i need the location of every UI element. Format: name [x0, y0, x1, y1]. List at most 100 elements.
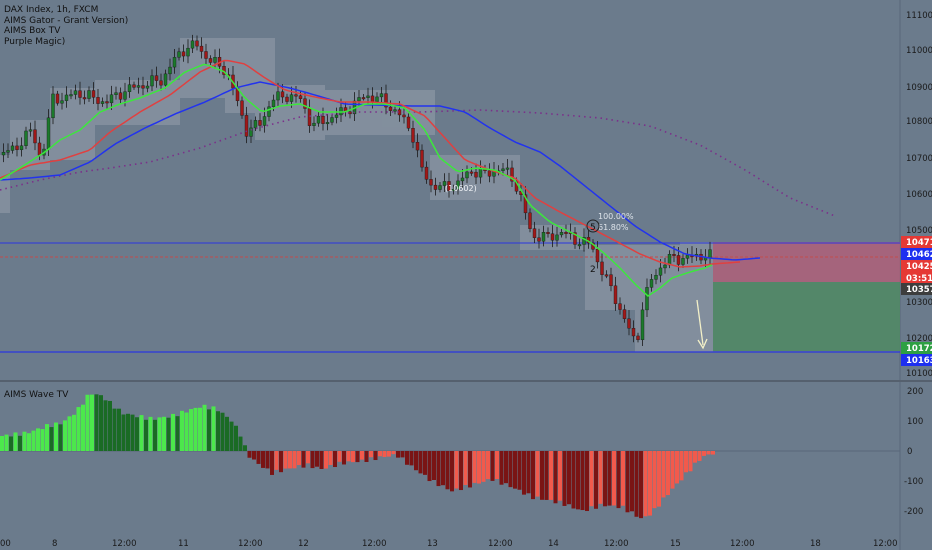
wave-5-circle [586, 219, 600, 233]
candle-body [442, 181, 447, 186]
candle-body [6, 150, 10, 153]
oscillator-bar [279, 451, 283, 473]
oscillator-bar [643, 451, 648, 517]
candle-body [208, 58, 213, 63]
candle-body [618, 303, 622, 310]
candle-body [276, 91, 280, 101]
oscillator-bar [585, 451, 589, 512]
osc-tick: 0 [907, 447, 912, 457]
candle-body [55, 93, 60, 104]
wave-2-label: 2 [590, 265, 596, 275]
study-box-label[interactable]: AIMS Box TV [4, 26, 61, 36]
candle-body [379, 93, 384, 98]
candle-body [163, 73, 168, 86]
osc-tick: 100 [907, 417, 923, 427]
candle-body [681, 258, 685, 265]
oscillator-bar [333, 451, 337, 468]
price-tick: 10700 [906, 154, 932, 164]
oscillator-bar [661, 451, 666, 498]
candle-body [24, 130, 28, 146]
projection-arrow[interactable] [696, 299, 708, 350]
candle-body [213, 57, 217, 63]
oscillator-title[interactable]: AIMS Wave TV [4, 390, 69, 400]
candle-body [654, 275, 658, 280]
oscillator-bar [477, 451, 481, 484]
candle-body [51, 93, 55, 119]
candle-body [199, 45, 204, 52]
oscillator-bar [405, 451, 409, 465]
study-purple-label[interactable]: Purple Magic) [4, 36, 66, 47]
oscillator-bar [18, 435, 22, 451]
oscillator-bar [243, 445, 247, 451]
oscillator-bar [697, 451, 702, 461]
oscillator-bar [436, 451, 441, 487]
candle-body [357, 97, 361, 102]
candle-body [298, 95, 303, 99]
candle-body [46, 117, 51, 150]
candle-body [105, 101, 109, 104]
oscillator-bar [544, 451, 549, 500]
price-tick: 10600 [906, 190, 932, 200]
candle-body [15, 145, 19, 150]
candle-body [361, 97, 366, 100]
candle-body [388, 106, 393, 111]
time-tick: 12 [298, 539, 309, 549]
candle-body [469, 171, 474, 174]
price-tick: 10200 [906, 334, 932, 344]
candle-body [415, 142, 420, 151]
oscillator-bar [175, 416, 180, 451]
price-tick: 10500 [906, 226, 932, 236]
oscillator-bar [27, 433, 31, 451]
symbol-title[interactable]: DAX Index, 1h, FXCM [4, 5, 99, 15]
candle-body [258, 120, 262, 126]
candle-body [330, 117, 334, 123]
candle-body [159, 80, 163, 86]
candle-body [280, 91, 285, 98]
oscillator-bar [648, 451, 652, 516]
candle-body [532, 228, 537, 238]
aims-box [0, 155, 10, 213]
oscillator-bar [22, 431, 27, 451]
oscillator-bar [450, 451, 454, 492]
oscillator-bar [432, 451, 436, 481]
candle-body [609, 274, 613, 287]
oscillator-bar [508, 451, 513, 488]
candle-body [100, 101, 105, 104]
candle-body [555, 234, 559, 241]
chart-legend: DAX Index, 1h, FXCM AIMS Gator - Grant V… [4, 5, 128, 47]
oscillator-bar [571, 451, 576, 509]
oscillator-bar [549, 451, 553, 500]
oscillator-bar [454, 451, 459, 489]
take-profit-zone [713, 282, 900, 351]
oscillator-bar [36, 428, 40, 451]
study-gator-label[interactable]: AIMS Gator - Grant Version) [4, 15, 129, 26]
time-tick: 14 [548, 539, 559, 549]
oscillator-bar [400, 451, 405, 458]
candle-body [285, 96, 289, 102]
candle-body [294, 94, 298, 97]
oscillator-bar [531, 451, 535, 500]
oscillator-bar [135, 417, 139, 451]
oscillator-bar [126, 413, 130, 451]
oscillator-bar [616, 451, 621, 509]
oscillator-bar [324, 451, 328, 469]
candle-body [546, 232, 550, 234]
oscillator-bar [139, 415, 144, 451]
candle-body [708, 249, 712, 259]
oscillator-bar [40, 429, 45, 451]
osc-tick: -200 [904, 507, 923, 517]
oscillator-bar [418, 451, 423, 474]
oscillator-bar [463, 451, 468, 485]
candle-body [420, 149, 424, 168]
oscillator-bar [301, 451, 306, 468]
oscillator-bar [202, 404, 207, 451]
oscillator-histogram [0, 394, 715, 519]
oscillator-bar [112, 408, 117, 451]
candle-body [339, 107, 343, 116]
oscillator-bar [45, 424, 49, 451]
oscillator-bar [576, 451, 580, 510]
oscillator-bar [486, 451, 490, 480]
candle-body [537, 237, 541, 242]
